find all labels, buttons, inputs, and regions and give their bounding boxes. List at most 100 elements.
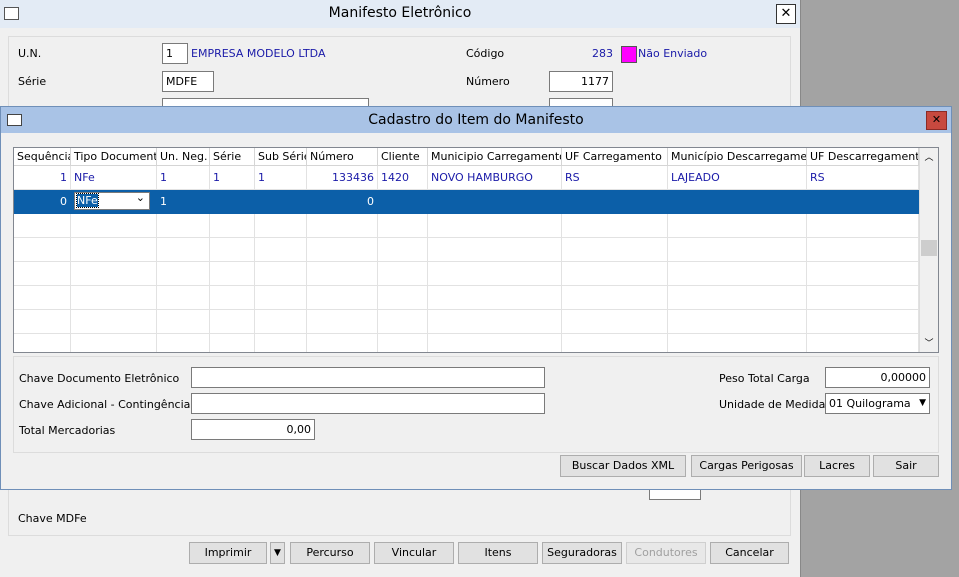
grid-cell[interactable] [668, 310, 807, 334]
grid-cell[interactable] [14, 310, 71, 334]
column-header[interactable]: UF Descarregamento [807, 148, 919, 166]
grid-cell[interactable]: 0 [14, 190, 71, 214]
grid-cell[interactable]: NFe ⌄ [71, 190, 157, 214]
grid-cell[interactable] [807, 286, 919, 310]
grid-cell[interactable] [307, 334, 378, 352]
grid-cell[interactable] [668, 214, 807, 238]
grid-cell[interactable] [378, 214, 428, 238]
grid-cell[interactable] [562, 310, 668, 334]
grid-cell[interactable] [668, 334, 807, 352]
grid-cell[interactable] [562, 262, 668, 286]
grid-cell[interactable]: 0 [307, 190, 378, 214]
grid-cell[interactable] [255, 334, 307, 352]
grid-cell[interactable] [562, 334, 668, 352]
column-header[interactable]: UF Carregamento [562, 148, 668, 166]
grid-cell[interactable] [71, 238, 157, 262]
scroll-thumb[interactable] [921, 240, 937, 256]
grid-cell[interactable] [378, 262, 428, 286]
grid-cell[interactable] [157, 286, 210, 310]
grid-cell[interactable] [807, 262, 919, 286]
grid-cell[interactable] [807, 334, 919, 352]
grid-cell[interactable] [255, 262, 307, 286]
grid-cell[interactable] [807, 238, 919, 262]
grid-cell[interactable] [157, 334, 210, 352]
grid-cell[interactable] [378, 286, 428, 310]
grid-cell[interactable] [378, 238, 428, 262]
grid-cell[interactable] [428, 190, 562, 214]
grid-cell[interactable] [157, 214, 210, 238]
grid-cell[interactable] [807, 214, 919, 238]
grid-cell[interactable] [378, 334, 428, 352]
grid-cell[interactable] [210, 238, 255, 262]
grid-cell[interactable] [562, 190, 668, 214]
grid-cell[interactable] [307, 286, 378, 310]
column-header[interactable]: Município Descarregamento [668, 148, 807, 166]
chave-adic-input[interactable] [191, 393, 545, 414]
chave-doc-input[interactable] [191, 367, 545, 388]
grid-cell[interactable] [428, 334, 562, 352]
peso-input[interactable]: 0,00000 [825, 367, 930, 388]
scrollbar[interactable]: ︿ ﹀ [919, 148, 938, 352]
grid-cell[interactable] [210, 214, 255, 238]
grid-cell[interactable] [210, 286, 255, 310]
grid-cell[interactable] [71, 310, 157, 334]
column-header[interactable]: Cliente [378, 148, 428, 166]
grid-cell[interactable]: RS [807, 166, 919, 190]
grid-cell[interactable] [14, 238, 71, 262]
grid-cell[interactable]: 1 [255, 166, 307, 190]
grid-cell[interactable] [428, 310, 562, 334]
column-header[interactable]: Municipio Carregamento [428, 148, 562, 166]
grid-cell[interactable]: 1 [157, 190, 210, 214]
button[interactable]: Cancelar [710, 542, 789, 564]
grid-cell[interactable] [428, 238, 562, 262]
grid-cell[interactable] [71, 214, 157, 238]
column-header[interactable]: Sub Série [255, 148, 307, 166]
button[interactable]: Sair [873, 455, 939, 477]
grid-cell[interactable] [157, 262, 210, 286]
un-input[interactable]: 1 [162, 43, 188, 64]
grid-cell[interactable] [71, 334, 157, 352]
grid-cell[interactable]: 1420 [378, 166, 428, 190]
grid-cell[interactable]: NFe [71, 166, 157, 190]
grid-cell[interactable]: 1 [157, 166, 210, 190]
grid-cell[interactable] [378, 310, 428, 334]
grid-cell[interactable] [14, 286, 71, 310]
numero-input[interactable]: 1177 [549, 71, 613, 92]
grid-cell[interactable] [255, 190, 307, 214]
grid-cell[interactable] [378, 190, 428, 214]
button[interactable]: Lacres [804, 455, 870, 477]
grid-cell[interactable]: 1 [210, 166, 255, 190]
grid-cell[interactable] [255, 238, 307, 262]
column-header[interactable]: Série [210, 148, 255, 166]
grid-cell[interactable] [307, 262, 378, 286]
grid-cell[interactable]: 1 [14, 166, 71, 190]
grid-cell[interactable] [71, 262, 157, 286]
grid-cell[interactable] [14, 334, 71, 352]
button[interactable]: Itens [458, 542, 538, 564]
grid-cell[interactable] [668, 286, 807, 310]
grid-cell[interactable] [807, 190, 919, 214]
grid-cell[interactable] [807, 310, 919, 334]
type-select[interactable]: NFe ⌄ [74, 191, 150, 210]
grid-cell[interactable]: LAJEADO [668, 166, 807, 190]
grid-cell[interactable] [210, 310, 255, 334]
grid-cell[interactable] [668, 238, 807, 262]
column-header[interactable]: Número [307, 148, 378, 166]
selected-row[interactable] [14, 190, 919, 214]
grid-cell[interactable] [428, 214, 562, 238]
grid-cell[interactable] [255, 214, 307, 238]
grid-cell[interactable] [210, 262, 255, 286]
close-button[interactable]: ✕ [926, 111, 947, 130]
scroll-up[interactable]: ︿ [924, 153, 934, 163]
grid-cell[interactable]: RS [562, 166, 668, 190]
grid-cell[interactable] [668, 190, 807, 214]
dropdown-button[interactable]: ▼ [270, 542, 285, 564]
grid-cell[interactable] [562, 286, 668, 310]
button[interactable]: Condutores [626, 542, 706, 564]
button[interactable]: Imprimir [189, 542, 267, 564]
grid-cell[interactable] [157, 238, 210, 262]
grid-cell[interactable] [562, 214, 668, 238]
grid-cell[interactable] [307, 310, 378, 334]
grid-cell[interactable] [428, 286, 562, 310]
grid-cell[interactable] [14, 262, 71, 286]
